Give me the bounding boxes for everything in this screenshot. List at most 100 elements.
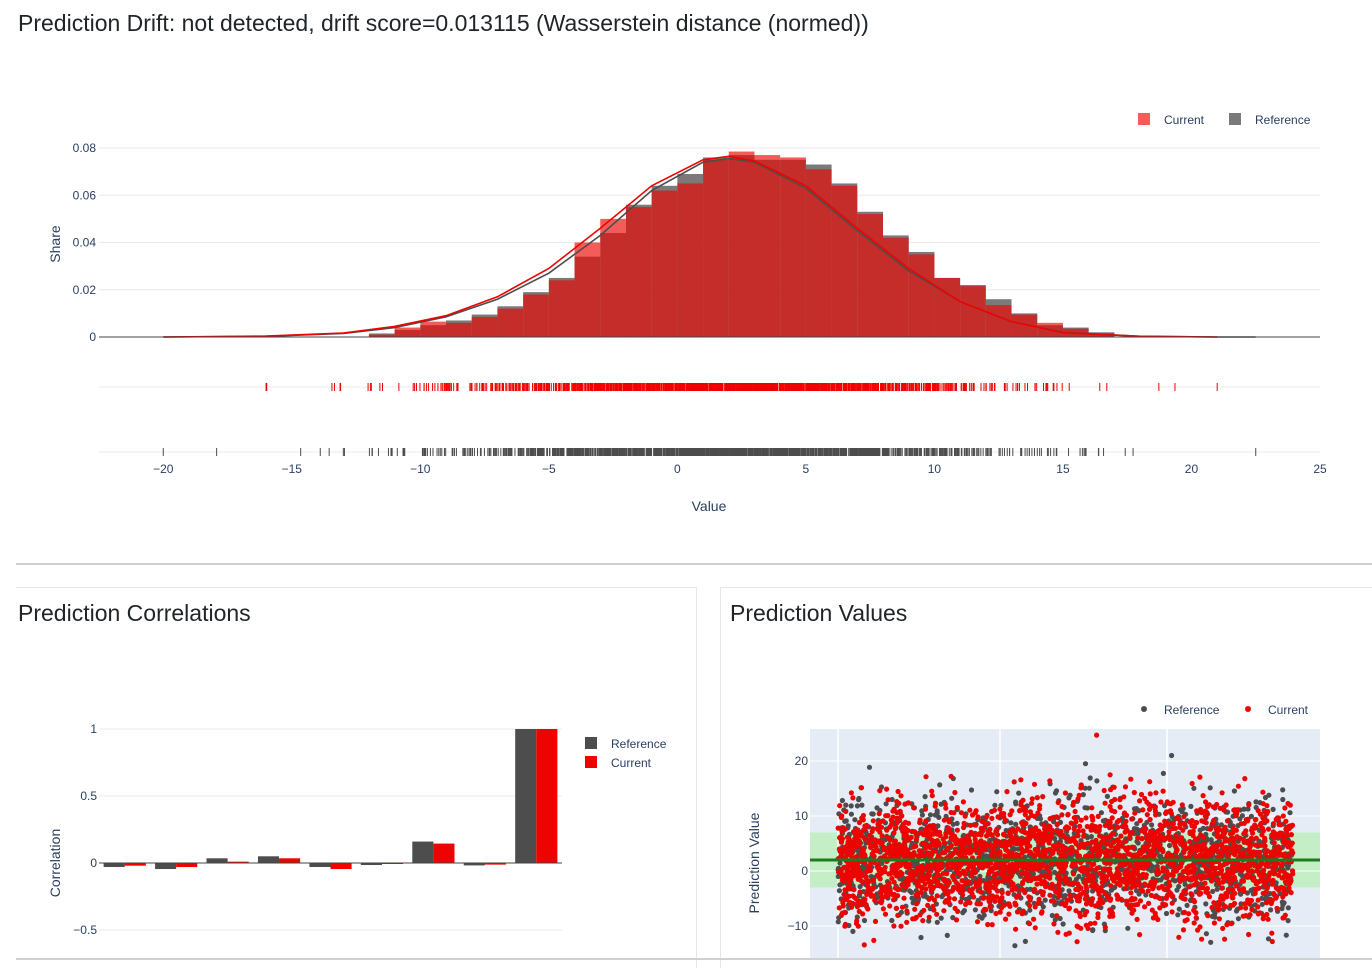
- current-point: [1013, 927, 1018, 932]
- reference-point: [849, 812, 854, 817]
- reference-point: [1234, 908, 1239, 913]
- y-tick-label: 20: [795, 754, 809, 768]
- reference-point: [1287, 810, 1292, 815]
- reference-point: [1286, 905, 1291, 910]
- reference-point: [994, 789, 999, 794]
- current-point: [1161, 789, 1166, 794]
- current-point: [1140, 807, 1145, 812]
- reference-point: [920, 812, 925, 817]
- reference-point: [937, 782, 942, 787]
- reference-point: [982, 913, 987, 918]
- reference-point: [935, 808, 940, 813]
- reference-point: [1149, 822, 1154, 827]
- reference-point: [1167, 843, 1172, 848]
- reference-point: [844, 818, 849, 823]
- reference-point: [1236, 916, 1241, 921]
- reference-point: [1094, 778, 1099, 783]
- current-point: [877, 811, 882, 816]
- reference-point: [1271, 807, 1276, 812]
- reference-point: [1280, 787, 1285, 792]
- reference-point: [1135, 827, 1140, 832]
- reference-point: [1023, 939, 1028, 944]
- reference-point: [1164, 911, 1169, 916]
- reference-point: [1204, 931, 1209, 936]
- reference-point: [949, 796, 954, 801]
- reference-point: [1083, 761, 1088, 766]
- reference-point: [1013, 801, 1018, 806]
- current-point: [1066, 812, 1071, 817]
- reference-point: [1177, 907, 1182, 912]
- reference-point: [855, 803, 860, 808]
- reference-point: [867, 765, 872, 770]
- reference-point: [1125, 926, 1130, 931]
- current-point: [949, 774, 954, 779]
- current-point: [923, 818, 928, 823]
- reference-point: [1282, 900, 1287, 905]
- reference-point: [939, 916, 944, 921]
- current-point: [1276, 834, 1281, 839]
- reference-point: [928, 812, 933, 817]
- current-point: [1222, 937, 1227, 942]
- reference-point: [1105, 794, 1110, 799]
- current-point: [1211, 900, 1216, 905]
- reference-point: [1041, 904, 1046, 909]
- reference-point: [1169, 753, 1174, 758]
- current-point: [1220, 790, 1225, 795]
- reference-point: [973, 907, 978, 912]
- current-point: [1148, 817, 1153, 822]
- reference-point: [1101, 818, 1106, 823]
- current-point: [955, 805, 960, 810]
- reference-point: [969, 787, 974, 792]
- reference-point: [889, 918, 894, 923]
- reference-point: [1191, 786, 1196, 791]
- reference-point: [1232, 788, 1237, 793]
- current-point: [911, 805, 916, 810]
- reference-point: [1174, 888, 1179, 893]
- reference-point: [1066, 795, 1071, 800]
- current-point: [1201, 793, 1206, 798]
- reference-point: [1209, 837, 1214, 842]
- reference-point: [869, 811, 874, 816]
- current-point: [881, 906, 886, 911]
- y-tick-label: 0: [801, 864, 808, 878]
- reference-point: [1016, 791, 1021, 796]
- reference-point: [1175, 912, 1180, 917]
- reference-point: [1090, 928, 1095, 933]
- reference-point: [874, 805, 879, 810]
- reference-point: [923, 794, 928, 799]
- reference-point: [977, 914, 982, 919]
- reference-point: [1050, 913, 1055, 918]
- current-point: [1005, 890, 1010, 895]
- reference-point: [1043, 898, 1048, 903]
- reference-point: [859, 803, 864, 808]
- reference-point: [1012, 943, 1017, 948]
- reference-point: [1136, 840, 1141, 845]
- reference-point: [1188, 804, 1193, 809]
- current-point: [1055, 822, 1060, 827]
- reference-point: [1268, 907, 1273, 912]
- reference-point: [840, 798, 845, 803]
- current-point: [988, 904, 993, 909]
- reference-point: [836, 919, 841, 924]
- reference-point: [1210, 889, 1215, 894]
- y-tick-label: 10: [795, 809, 809, 823]
- reference-point: [1082, 805, 1087, 810]
- reference-point: [843, 803, 848, 808]
- reference-point: [1201, 826, 1206, 831]
- current-point: [1068, 850, 1073, 855]
- reference-point: [1208, 785, 1213, 790]
- current-point: [1146, 901, 1151, 906]
- current-point: [1260, 790, 1265, 795]
- reference-point: [1215, 887, 1220, 892]
- reference-point: [1185, 903, 1190, 908]
- reference-point: [1089, 834, 1094, 839]
- current-point: [1209, 905, 1214, 910]
- reference-point: [1076, 874, 1081, 879]
- current-point: [1225, 818, 1230, 823]
- reference-point: [1203, 901, 1208, 906]
- current-point: [1072, 826, 1077, 831]
- reference-point: [1266, 793, 1271, 798]
- current-point: [1096, 814, 1101, 819]
- reference-point: [962, 908, 967, 913]
